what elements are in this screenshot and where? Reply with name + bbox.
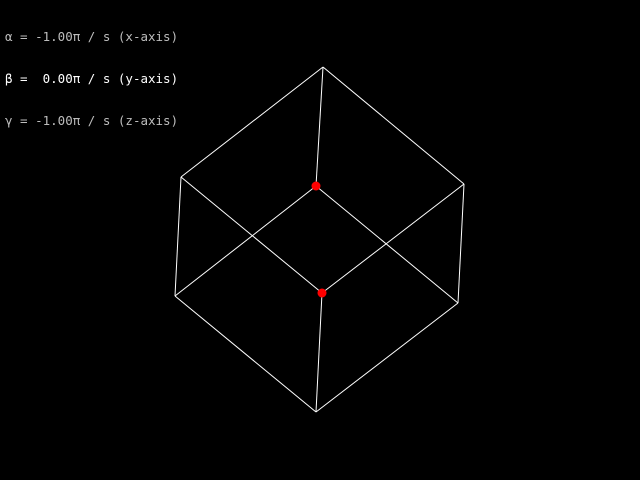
gamma-symbol: γ bbox=[5, 113, 13, 128]
gamma-value: -1.00π bbox=[35, 113, 81, 128]
alpha-symbol: α bbox=[5, 29, 13, 44]
cube-edge-front-bl bbox=[174, 185, 317, 297]
alpha-unit: / s bbox=[87, 29, 111, 44]
alpha-value: -1.00π bbox=[35, 29, 81, 44]
vertex-marker-back bbox=[317, 288, 327, 298]
beta-value: 0.00π bbox=[35, 71, 81, 86]
rotation-readouts: α = -1.00π / s (x-axis) β = 0.00π / s (y… bbox=[5, 2, 178, 156]
cube-wireframe bbox=[174, 66, 465, 413]
cube-edge-top-left bbox=[180, 66, 324, 178]
cube-edge-left-bl bbox=[174, 176, 182, 297]
gamma-unit: / s bbox=[87, 113, 111, 128]
alpha-readout: α = -1.00π / s (x-axis) bbox=[5, 29, 179, 44]
cube-edge-back-bottom bbox=[315, 292, 323, 413]
cube-edge-left-back bbox=[180, 176, 323, 294]
cube-edge-right-br bbox=[457, 183, 465, 304]
gamma-readout: γ = -1.00π / s (z-axis) bbox=[5, 113, 179, 128]
cube-edge-br-bottom bbox=[315, 302, 459, 413]
alpha-axis: (x-axis) bbox=[117, 29, 179, 44]
vertex-marker-front bbox=[311, 181, 321, 191]
cube-edge-top-front bbox=[315, 66, 324, 187]
cube-edge-bl-bottom bbox=[174, 295, 317, 413]
beta-symbol: β bbox=[5, 71, 13, 86]
cube-edge-top-right bbox=[322, 66, 465, 185]
vertex-markers bbox=[311, 181, 327, 298]
beta-axis: (y-axis) bbox=[117, 71, 179, 86]
beta-readout: β = 0.00π / s (y-axis) bbox=[5, 71, 179, 86]
cube-edge-front-br bbox=[315, 185, 459, 304]
gamma-axis: (z-axis) bbox=[117, 113, 179, 128]
cube-edge-right-back bbox=[321, 183, 465, 294]
beta-unit: / s bbox=[87, 71, 111, 86]
